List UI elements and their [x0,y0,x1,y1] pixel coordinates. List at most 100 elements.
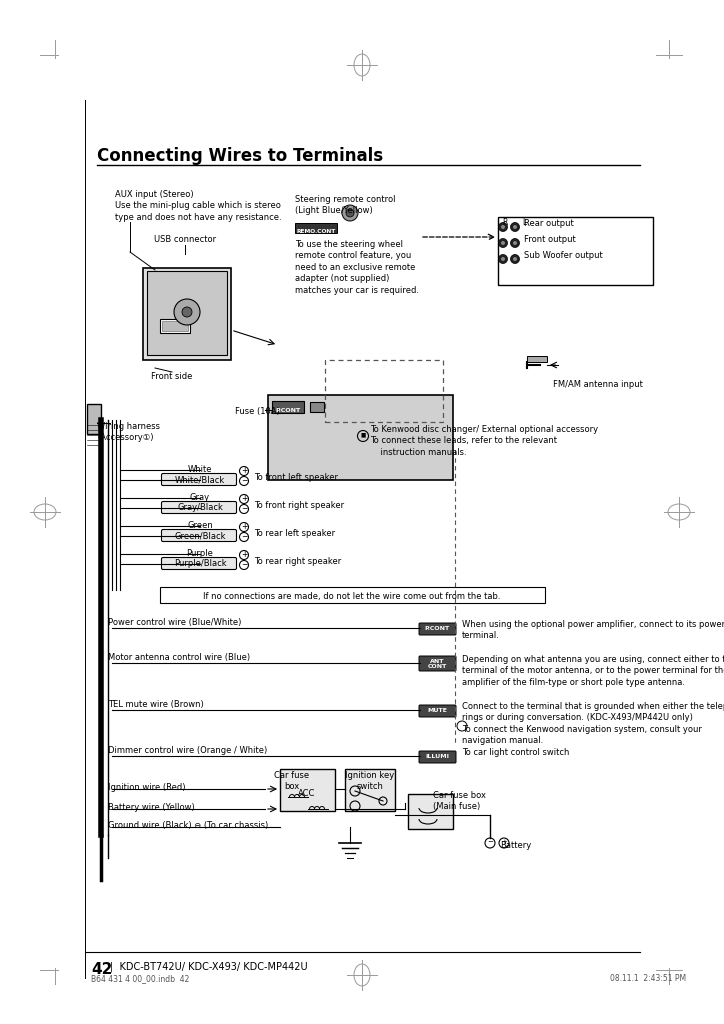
Bar [162,321,188,331]
FancyBboxPatch shape [419,623,456,635]
Text: L: L [522,218,526,227]
Bar [160,319,190,333]
Circle shape [513,241,517,245]
Text: ANT
CONT: ANT CONT [427,659,447,669]
Circle shape [240,522,248,531]
Text: Ground wire (Black) ⊖ (To car chassis): Ground wire (Black) ⊖ (To car chassis) [108,821,269,830]
Bar [310,402,324,412]
Circle shape [346,209,354,217]
Circle shape [510,222,520,231]
Text: +: + [241,550,247,559]
Text: Green/Black: Green/Black [174,531,226,541]
FancyBboxPatch shape [161,529,237,542]
Text: REMO.CONT: REMO.CONT [296,229,336,234]
Circle shape [240,495,248,504]
FancyBboxPatch shape [419,656,456,671]
Text: Front output: Front output [524,236,576,245]
Circle shape [499,255,508,263]
Text: +: + [241,466,247,475]
Text: ILLUMI: ILLUMI [425,755,449,760]
Text: To Kenwood disc changer/ External optional accessory
To connect these leads, ref: To Kenwood disc changer/ External option… [370,425,598,457]
Circle shape [513,225,517,229]
Circle shape [501,241,505,245]
Text: USB connector: USB connector [154,234,216,244]
Circle shape [499,222,508,231]
Circle shape [182,307,192,317]
Text: To front right speaker: To front right speaker [254,502,344,511]
Circle shape [510,239,520,248]
FancyBboxPatch shape [419,705,456,717]
Text: R: R [502,218,508,227]
Text: −: − [487,839,493,845]
Text: Car fuse
box: Car fuse box [274,771,310,792]
Text: TEL mute wire (Brown): TEL mute wire (Brown) [108,700,203,709]
Circle shape [240,476,248,485]
Circle shape [240,551,248,559]
Text: Rear output: Rear output [524,219,573,228]
Bar [345,769,395,811]
Text: |  KDC-BT742U/ KDC-X493/ KDC-MP442U: | KDC-BT742U/ KDC-X493/ KDC-MP442U [110,962,308,973]
Text: Wiring harness
(Accessory①): Wiring harness (Accessory①) [97,422,160,442]
Text: Purple: Purple [187,550,214,558]
Text: P.CONT: P.CONT [275,408,300,413]
Text: ■: ■ [361,432,366,437]
FancyBboxPatch shape [272,401,304,413]
Bar [268,395,453,480]
Text: To car light control switch: To car light control switch [462,748,569,757]
Text: White/Black: White/Black [175,475,225,484]
Text: 08.11.1  2:43:51 PM: 08.11.1 2:43:51 PM [610,974,686,983]
Bar [87,404,101,434]
Text: ACC: ACC [298,790,316,798]
Text: FM/AM antenna input: FM/AM antenna input [553,380,643,389]
Circle shape [499,239,508,248]
Text: AUX input (Stereo)
Use the mini-plug cable which is stereo
type and does not hav: AUX input (Stereo) Use the mini-plug cab… [115,190,282,222]
Text: Connecting Wires to Terminals: Connecting Wires to Terminals [97,147,383,165]
Text: B64 431 4 00_00.indb  42: B64 431 4 00_00.indb 42 [91,974,190,983]
Circle shape [510,255,520,263]
Text: Power control wire (Blue/White): Power control wire (Blue/White) [108,618,241,627]
Text: +: + [241,494,247,503]
Text: Ignition key
switch: Ignition key switch [345,771,395,792]
Text: To rear right speaker: To rear right speaker [254,557,341,566]
Text: Depending on what antenna you are using, connect either to the control
terminal : Depending on what antenna you are using,… [462,655,724,687]
FancyBboxPatch shape [161,473,237,485]
Text: Sub Woofer output: Sub Woofer output [524,252,603,260]
Text: Dimmer control wire (Orange / White): Dimmer control wire (Orange / White) [108,746,267,755]
Text: Front side: Front side [151,372,193,381]
Bar [280,769,335,811]
Text: Ignition wire (Red): Ignition wire (Red) [108,783,185,792]
FancyBboxPatch shape [161,557,237,569]
Circle shape [240,505,248,513]
Text: −: − [241,560,247,569]
Text: To use the steering wheel
remote control feature, you
need to an exclusive remot: To use the steering wheel remote control… [295,240,419,295]
Circle shape [501,225,505,229]
Circle shape [513,257,517,261]
Text: P.CONT: P.CONT [424,627,450,632]
FancyBboxPatch shape [161,502,237,513]
Text: 42: 42 [91,962,112,977]
Text: MUTE: MUTE [427,709,447,714]
Text: −: − [241,476,247,485]
Bar [143,268,231,360]
Bar [527,356,547,362]
Bar [147,271,227,355]
Text: Gray: Gray [190,494,210,503]
Text: Connect to the terminal that is grounded when either the telephone
rings or duri: Connect to the terminal that is grounded… [462,702,724,745]
Circle shape [174,299,200,325]
Text: Motor antenna control wire (Blue): Motor antenna control wire (Blue) [108,653,250,662]
Text: If no connections are made, do not let the wire come out from the tab.: If no connections are made, do not let t… [203,592,501,600]
FancyBboxPatch shape [419,751,456,763]
Text: Purple/Black: Purple/Black [174,559,227,568]
Text: To rear left speaker: To rear left speaker [254,529,335,539]
Bar [325,360,443,422]
Text: Green: Green [187,521,213,530]
Bar [408,794,453,829]
Text: Battery wire (Yellow): Battery wire (Yellow) [108,803,195,812]
Text: −: − [241,504,247,513]
Bar [160,587,545,603]
Circle shape [240,467,248,475]
Bar [498,217,653,285]
Circle shape [342,205,358,221]
Text: White: White [188,466,212,474]
Text: When using the optional power amplifier, connect to its power control
terminal.: When using the optional power amplifier,… [462,620,724,640]
